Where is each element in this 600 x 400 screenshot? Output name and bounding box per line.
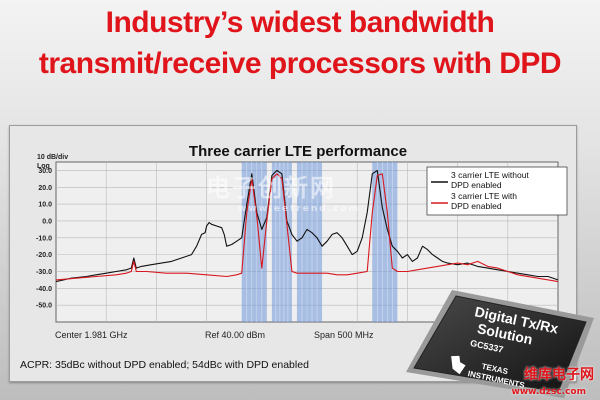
corner-watermark-url: www.dzsc.com — [511, 387, 586, 397]
y-tick-label: -10.0 — [36, 235, 52, 242]
legend-box — [426, 166, 568, 216]
chip-image: Digital Tx/Rx Solution GC5337 TEXAS INST… — [406, 290, 594, 398]
legend-label-with-dpd-1: 3 carrier LTE with — [451, 191, 517, 201]
scale-mode-label: Log — [37, 163, 50, 170]
series-line-with-dpd — [55, 173, 559, 283]
series-line-without-dpd — [55, 169, 559, 283]
y-tick-label: -30.0 — [36, 269, 52, 276]
x-center-label: Center 1.981 GHz — [55, 330, 128, 340]
chart-title: Three carrier LTE performance — [189, 143, 407, 160]
y-tick-label: 0.0 — [42, 218, 52, 225]
legend-label-with-dpd-2: DPD enabled — [451, 201, 502, 211]
legend-label-without-dpd-1: 3 carrier LTE without — [451, 170, 529, 180]
watermark-text: 电子创新网 — [206, 174, 336, 202]
x-span-label: Span 500 MHz — [314, 330, 374, 340]
y-tick-label: -20.0 — [36, 252, 52, 259]
carrier-band — [372, 162, 398, 322]
y-tick-label: -50.0 — [36, 303, 52, 310]
carrier-band — [241, 162, 267, 322]
carrier-band — [271, 162, 292, 322]
headline-line-1: Industry’s widest bandwidth — [105, 6, 495, 39]
ti-logo-icon — [451, 355, 466, 375]
y-tick-label: 10.0 — [38, 202, 52, 209]
y-tick-label: 20.0 — [38, 185, 52, 192]
corner-watermark-text: 维库电子网 — [524, 367, 594, 383]
acpr-footnote: ACPR: 35dBc without DPD enabled; 54dBc w… — [20, 359, 309, 371]
y-tick-label: -40.0 — [36, 286, 52, 293]
legend-label-without-dpd-2: DPD enabled — [451, 180, 502, 190]
scale-label: 10 dB/div — [37, 154, 68, 161]
watermark-url: www.eetrend.com — [238, 204, 361, 214]
spectrum-chart: Three carrier LTE performance 10 dB/div … — [20, 143, 568, 371]
chart-panel: Three carrier LTE performance 10 dB/div … — [9, 125, 577, 382]
headline-line-2: transmit/receive processors with DPD — [38, 47, 562, 80]
x-ref-label: Ref 40.00 dBm — [205, 330, 265, 340]
y-tick-label: 30.0 — [38, 168, 52, 175]
legend: 3 carrier LTE without DPD enabled 3 carr… — [426, 166, 568, 216]
carrier-band — [296, 162, 323, 322]
